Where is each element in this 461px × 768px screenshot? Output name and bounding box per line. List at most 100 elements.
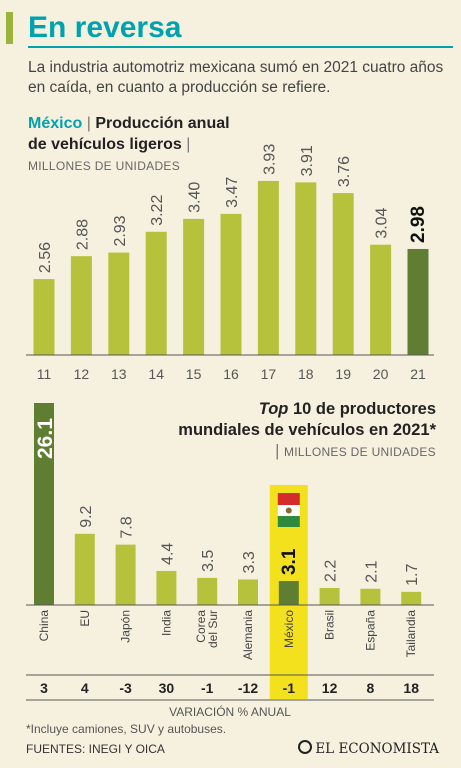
- chart2-unit: MILLONES DE UNIDADES: [283, 445, 436, 459]
- chart2-variation-6: -1: [283, 680, 296, 696]
- chart1-separator: |: [86, 115, 96, 132]
- chart1-x-tick-13: 13: [111, 366, 127, 382]
- chart2-separator: |: [275, 442, 284, 460]
- chart1-value-label-12: 2.88: [74, 219, 91, 250]
- chart2-category-label-7: Brasil: [323, 610, 337, 640]
- chart1-value-label-11: 2.56: [37, 242, 54, 273]
- chart2-value-label-6: 3.1: [279, 548, 300, 575]
- chart1-bar-17: [257, 180, 279, 355]
- chart1-bar-15: [183, 218, 205, 355]
- chart2-variation-9: 18: [403, 680, 419, 696]
- chart1-bar-11: [33, 279, 55, 355]
- variation-axis-label: VARIACIÓN % ANUAL: [169, 704, 291, 719]
- chart2-bar-8: [360, 588, 381, 605]
- chart1-value-label-17: 3.93: [261, 144, 278, 175]
- chart1-bar-14: [145, 231, 167, 355]
- chart1-bar-20: [370, 244, 392, 355]
- chart2-heading: Top 10 de productores mundiales de vehíc…: [176, 399, 436, 463]
- chart2-variation-2: -3: [119, 680, 132, 696]
- chart2-category-label-0: China: [37, 610, 51, 642]
- chart2-bar-6: [278, 581, 299, 605]
- mexico-flag-icon: [285, 507, 292, 514]
- chart2-bar-1: [74, 533, 95, 605]
- chart1-value-label-13: 2.93: [112, 215, 129, 246]
- chart1-x-tick-12: 12: [74, 366, 90, 382]
- logo-text: EL ECONOMISTA: [315, 741, 439, 757]
- chart1-value-label-18: 3.91: [299, 145, 316, 176]
- chart1-x-tick-19: 19: [335, 366, 351, 382]
- chart1-unit: MILLONES DE UNIDADES: [28, 159, 181, 173]
- chart2-category-label-2: Japón: [119, 610, 133, 643]
- el-economista-logo: EL ECONOMISTA: [298, 740, 439, 757]
- chart2-category-label-6: México: [282, 610, 296, 648]
- title-accent-bar: [6, 12, 13, 44]
- chart1-x-tick-15: 15: [186, 366, 202, 382]
- chart2-bar-5: [238, 579, 258, 605]
- chart1-bar-12: [70, 256, 92, 355]
- chart1-x-tick-14: 14: [148, 366, 164, 382]
- chart2-value-label-8: 2.1: [363, 560, 380, 582]
- chart1-value-label-15: 3.40: [187, 182, 204, 213]
- chart2-title-italic: Top: [258, 400, 289, 418]
- chart2-variation-4: -1: [201, 680, 214, 696]
- chart2-bar-0: [34, 403, 54, 605]
- chart2-variation-8: 8: [367, 680, 375, 696]
- chart2-value-label-9: 1.7: [404, 563, 421, 585]
- chart1-value-label-19: 3.76: [336, 156, 353, 187]
- chart1-x-tick-17: 17: [261, 366, 277, 382]
- chart2-value-label-1: 9.2: [78, 505, 95, 527]
- chart2-category-label-1: EU: [78, 610, 92, 627]
- chart1-bar-19: [332, 193, 354, 355]
- chart1-country: México: [28, 115, 83, 132]
- chart1-value-label-16: 3.47: [224, 177, 241, 208]
- chart2-variation-7: 12: [322, 680, 338, 696]
- flag-bottom-stripe: [277, 516, 300, 527]
- chart2-bar-3: [156, 570, 177, 605]
- chart1-bar-18: [295, 182, 317, 355]
- chart2-value-label-4: 3.5: [200, 550, 217, 572]
- chart1-x-tick-16: 16: [223, 366, 239, 382]
- chart2-variation-1: 4: [81, 680, 89, 696]
- chart2-category-label-8: España: [363, 610, 377, 651]
- chart2-category-label-3: India: [159, 610, 173, 636]
- chart1-bar-16: [220, 213, 242, 355]
- chart2-title: 10 de productores mundiales de vehículos…: [178, 400, 436, 439]
- chart1-value-label-20: 3.04: [374, 207, 391, 238]
- flag-top-stripe: [277, 493, 300, 505]
- chart2-value-label-5: 3.3: [241, 551, 258, 573]
- chart2-value-label-7: 2.2: [323, 560, 340, 582]
- chart2-category-label-9: Tailandia: [404, 610, 418, 658]
- chart1-title: Producción anual de vehículos ligeros: [28, 115, 230, 153]
- chart1-value-label-14: 3.22: [149, 195, 166, 226]
- page-title: En reversa: [28, 11, 182, 44]
- chart1-heading: México | Producción anual de vehículos l…: [28, 113, 248, 177]
- chart2-value-label-3: 4.4: [159, 543, 176, 565]
- chart2-world-top10: 26.1 China 3 9.2 EU 4 7.8 Japón -3 4.4 India 30 3.5 C…: [26, 403, 434, 719]
- chart1-bar-21: [407, 248, 429, 355]
- chart2-value-label-2: 7.8: [119, 516, 136, 538]
- chart2-bar-4: [197, 577, 218, 605]
- chart2-category-label-4: Corea: [194, 610, 208, 643]
- chart1-x-tick-11: 11: [37, 366, 52, 382]
- chart2-variation-5: -12: [238, 680, 258, 696]
- chart1-x-tick-18: 18: [298, 366, 314, 382]
- chart2-variation-0: 3: [40, 680, 48, 696]
- chart1-x-tick-20: 20: [373, 366, 389, 382]
- chart1-bar-13: [108, 252, 130, 355]
- chart1-value-label-21: 2.98: [408, 206, 429, 243]
- chart1-mexico-production: 2.56 11 2.88 12 2.93 13 3.22 14 3.40 15 3.47 16 3.93…: [26, 144, 434, 382]
- chart2-category-label-4: del Sur: [206, 610, 220, 648]
- page-subtitle: La industria automotriz mexicana sumó en…: [28, 59, 444, 96]
- footnote: *Incluye camiones, SUV y autobuses.: [26, 722, 227, 736]
- sources: FUENTES: INEGI Y OICA: [26, 742, 165, 756]
- title-underline: [28, 46, 453, 48]
- chart1-x-tick-21: 21: [410, 366, 426, 382]
- chart2-value-label-0: 26.1: [34, 418, 57, 459]
- title-bar: En reversa: [0, 10, 461, 48]
- logo-mark-icon: [298, 740, 313, 754]
- chart1-separator-2: |: [186, 136, 191, 153]
- chart2-bar-9: [401, 591, 422, 605]
- chart2-category-label-5: Alemania: [241, 610, 255, 660]
- chart2-bar-7: [319, 587, 340, 605]
- chart2-variation-3: 30: [159, 680, 175, 696]
